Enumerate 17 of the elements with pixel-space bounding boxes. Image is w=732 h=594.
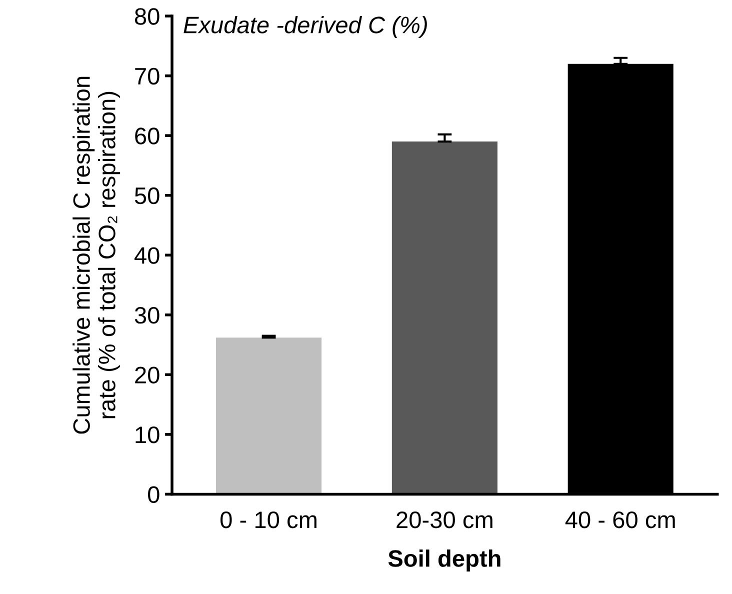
y-tick-label: 60 xyxy=(135,128,160,144)
bar xyxy=(392,142,498,494)
y-tick-label: 80 xyxy=(134,8,160,25)
x-tick-label: 40 - 60 cm xyxy=(565,512,675,528)
y-tick-label: 50 xyxy=(134,187,160,204)
chart-title: Exudate -derived C (%) xyxy=(184,16,427,38)
y-tick-label: 30 xyxy=(134,306,160,324)
y-axis-title: Cumulative microbial C respiration rate (% of total CO₂ respiration) xyxy=(72,76,120,434)
y-tick-label: 10 xyxy=(136,426,160,444)
y-tick-label: 40 xyxy=(134,247,160,264)
y-tick-label: 70 xyxy=(135,68,160,85)
x-axis-title: Soil depth xyxy=(388,550,500,572)
x-tick-label: 0 - 10 cm xyxy=(220,512,316,528)
x-tick-label: 20-30 cm xyxy=(396,512,492,528)
y-tick-label: 20 xyxy=(135,366,160,384)
bar xyxy=(216,338,322,494)
y-tick-label: 0 xyxy=(148,486,160,503)
